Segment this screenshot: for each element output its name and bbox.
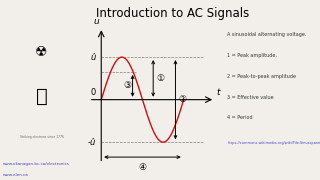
Text: Introduction to AC Signals: Introduction to AC Signals bbox=[96, 7, 249, 20]
Text: û: û bbox=[90, 53, 95, 62]
Text: https://commons.wikimedia.org/wiki/File:Sinusspannung.svg: https://commons.wikimedia.org/wiki/File:… bbox=[227, 141, 320, 145]
Text: A sinusoidal alternating voltage.: A sinusoidal alternating voltage. bbox=[227, 32, 307, 37]
Text: ②: ② bbox=[179, 95, 187, 104]
Text: 2 = Peak-to-peak amplitude: 2 = Peak-to-peak amplitude bbox=[227, 74, 296, 79]
Text: ☢: ☢ bbox=[35, 45, 48, 59]
Text: u: u bbox=[93, 17, 99, 26]
Text: 3 = Effective value: 3 = Effective value bbox=[227, 94, 274, 100]
Text: -û: -û bbox=[87, 138, 95, 147]
Text: Striking electrons since 1776: Striking electrons since 1776 bbox=[20, 135, 64, 139]
Text: 0: 0 bbox=[90, 88, 95, 97]
Text: 1 = Peak amplitude,: 1 = Peak amplitude, bbox=[227, 53, 277, 58]
Text: www.okanagan.bc.ca/electronics: www.okanagan.bc.ca/electronics bbox=[3, 162, 70, 166]
Text: ④: ④ bbox=[139, 163, 147, 172]
Text: ①: ① bbox=[156, 74, 164, 83]
Text: t: t bbox=[217, 88, 220, 97]
Text: www.elen.ca: www.elen.ca bbox=[3, 173, 29, 177]
Text: 4 = Period: 4 = Period bbox=[227, 115, 253, 120]
Text: 🐂: 🐂 bbox=[36, 87, 47, 106]
Text: ③: ③ bbox=[124, 81, 132, 90]
